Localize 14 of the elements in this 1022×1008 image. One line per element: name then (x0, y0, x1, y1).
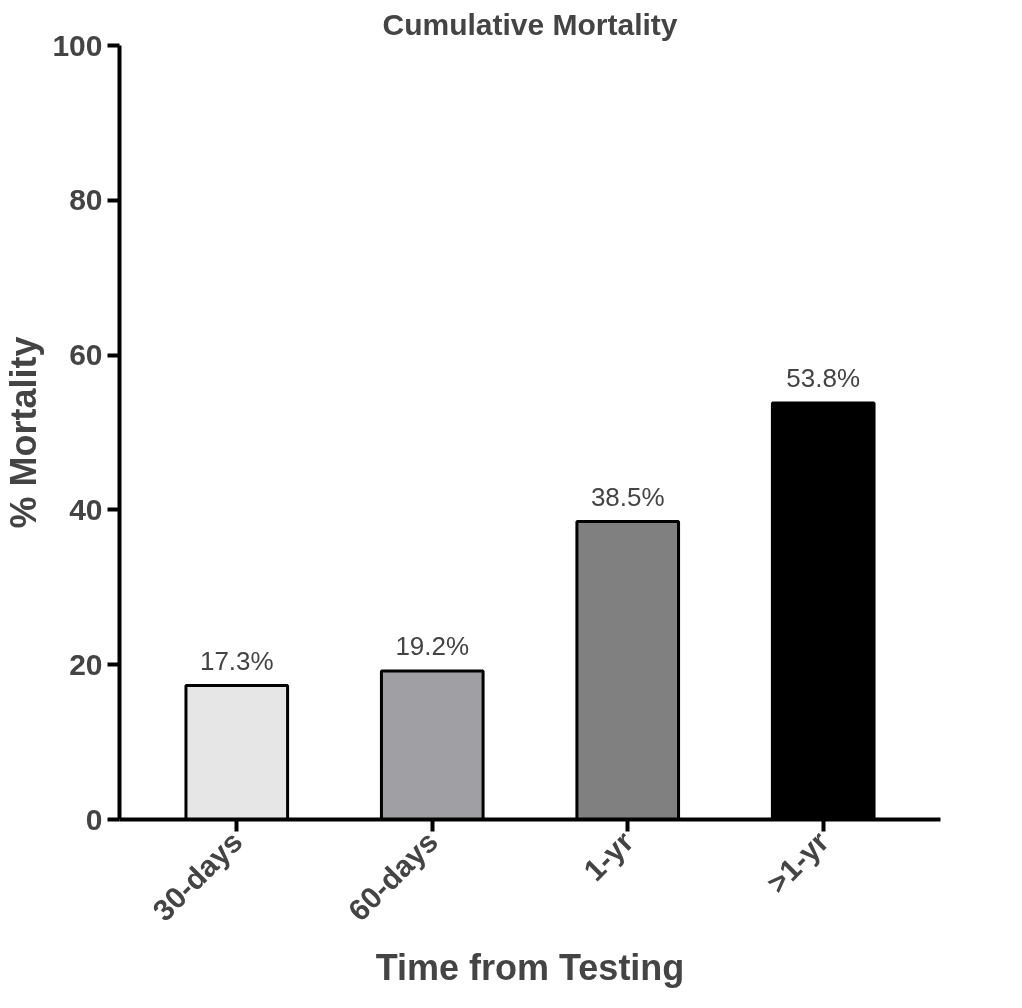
data-label: 19.2% (395, 630, 470, 661)
y-axis-title: % Mortality (3, 336, 45, 529)
y-tick-label: 60 (69, 338, 103, 372)
y-tick-label: 80 (69, 183, 103, 217)
y-tick-label: 100 (52, 28, 103, 62)
chart-title: Cumulative Mortality (382, 7, 678, 41)
y-tick-label: 0 (85, 802, 103, 836)
x-axis-title: Time from Testing (375, 946, 685, 988)
data-label: 17.3% (199, 645, 274, 676)
y-tick-label: 20 (69, 647, 103, 681)
data-label: 53.8% (786, 363, 861, 394)
data-label: 38.5% (590, 481, 665, 512)
x-tick-label: 1-yr (577, 824, 640, 888)
y-tick-label: 40 (69, 492, 103, 526)
